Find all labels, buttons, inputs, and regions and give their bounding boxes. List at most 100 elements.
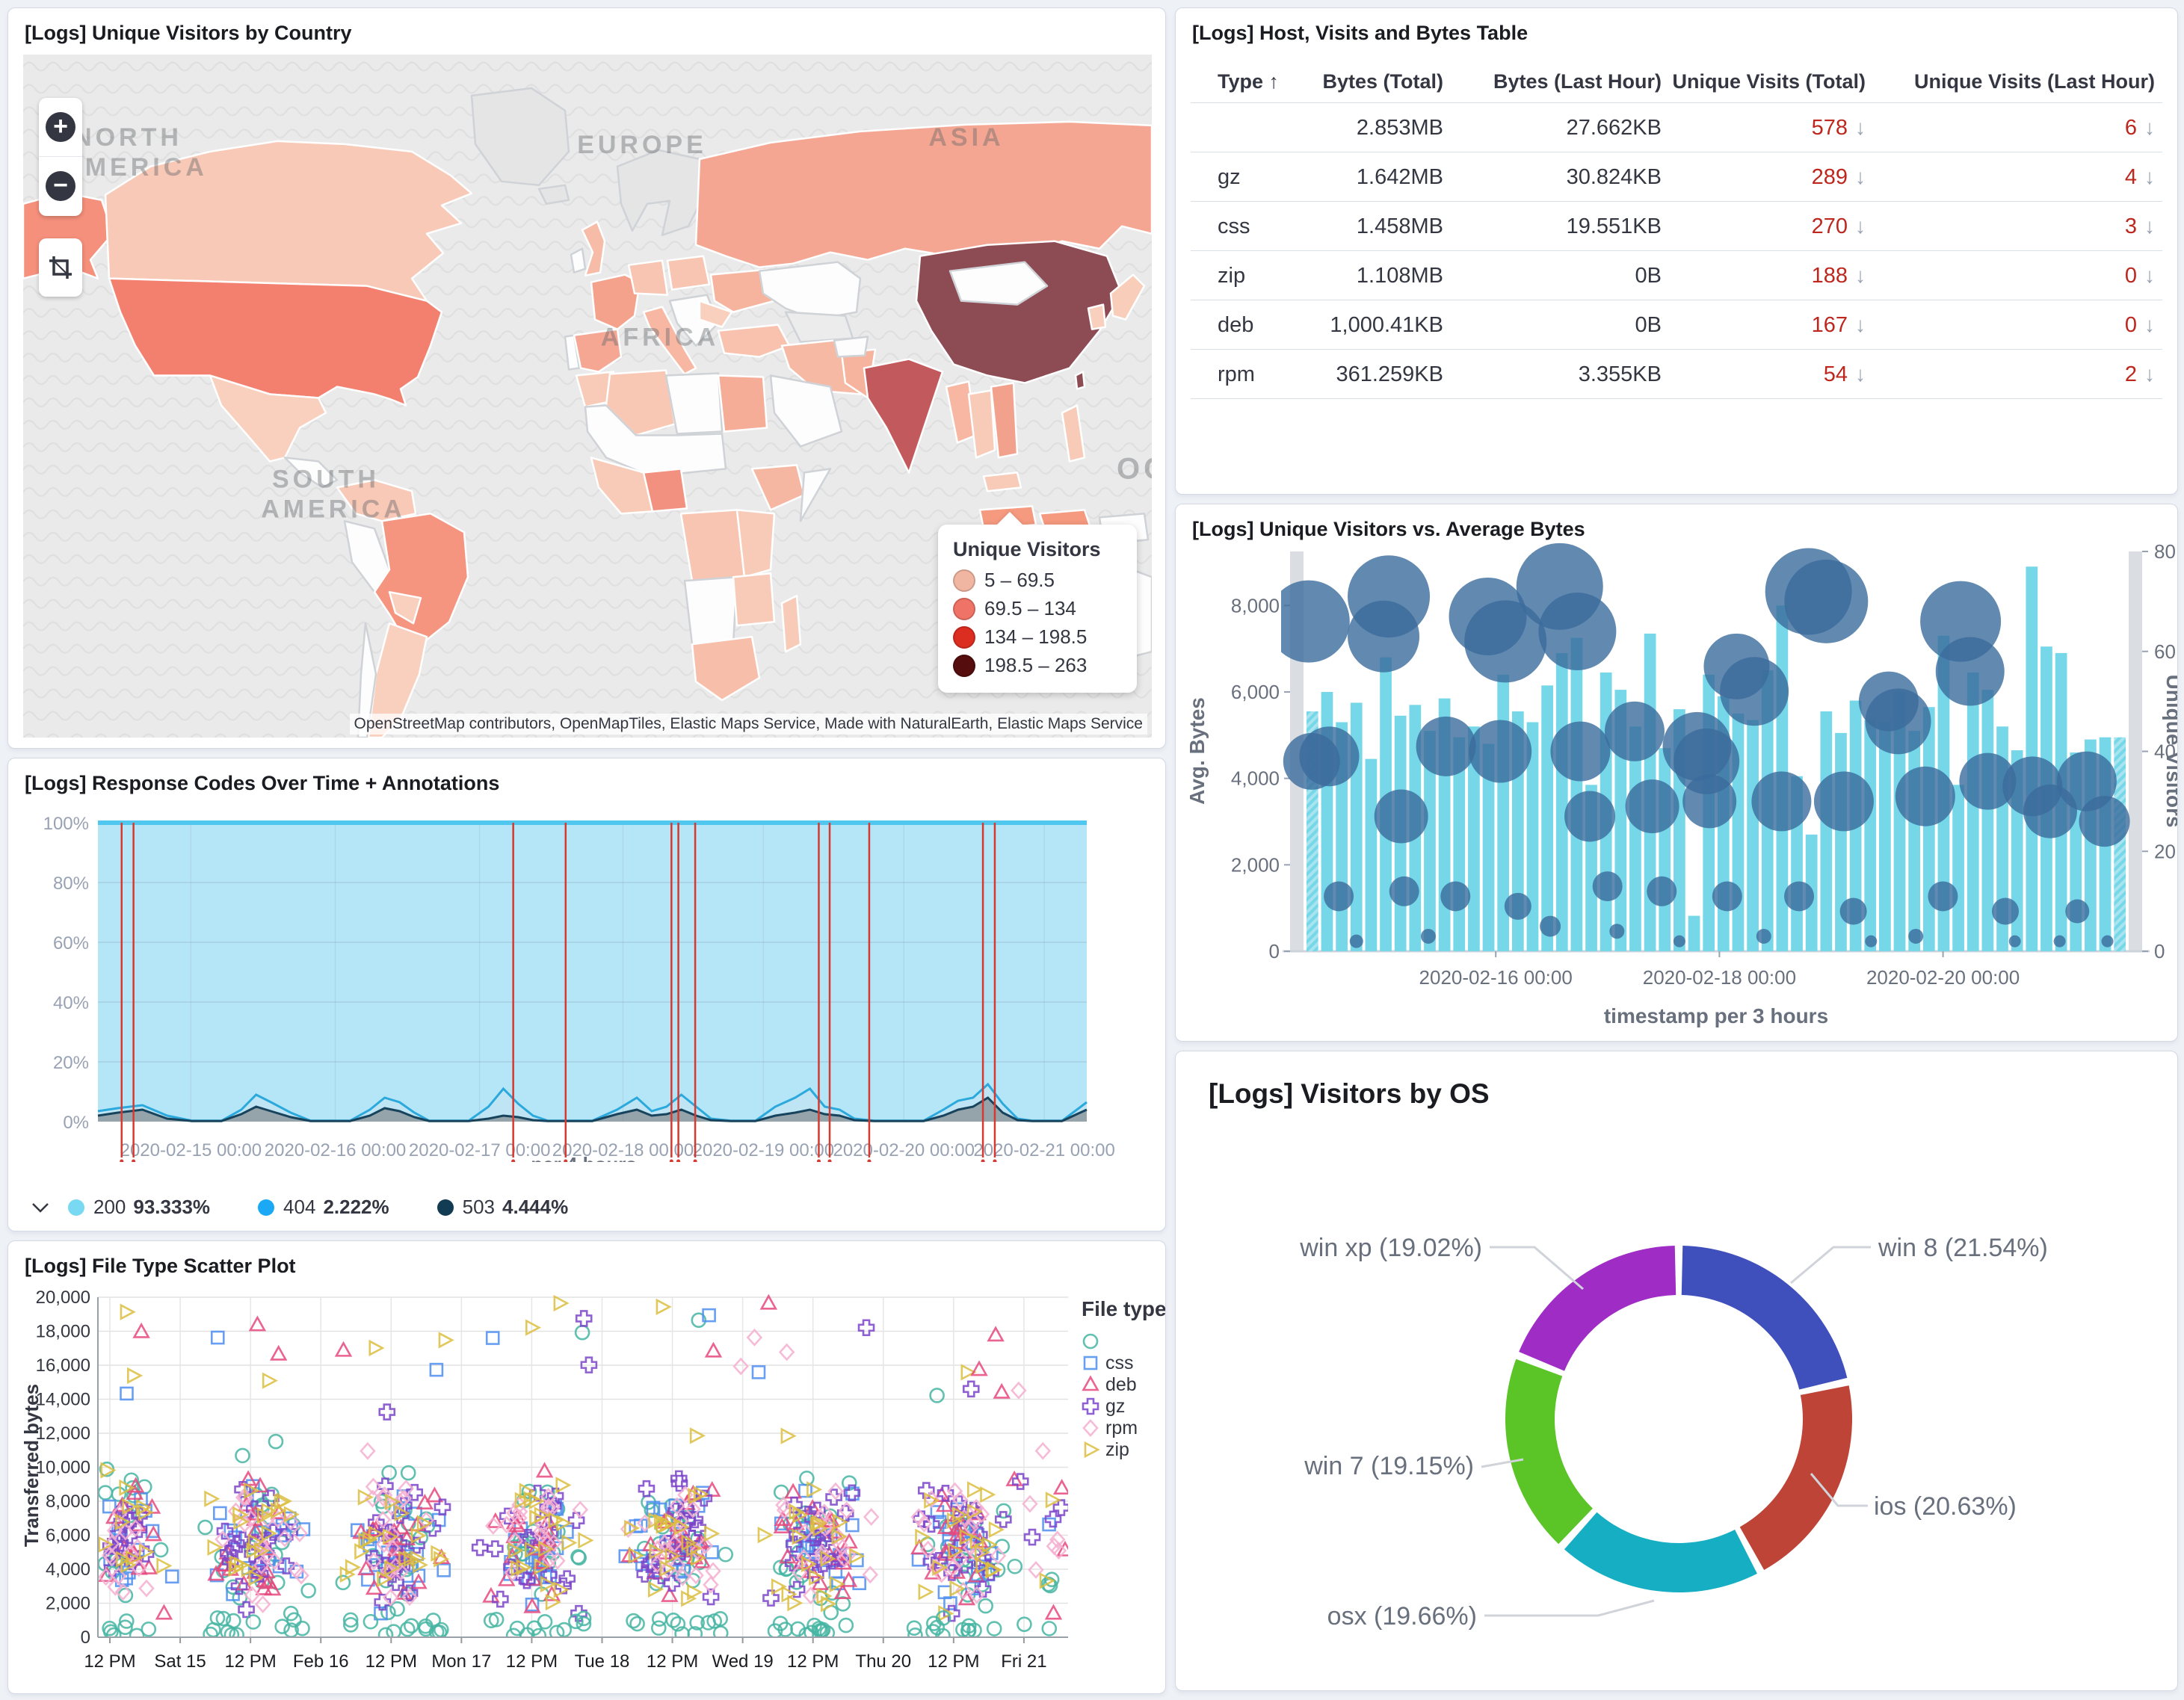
column-header-type[interactable]: Type ↑ (1218, 70, 1280, 93)
country-brazil[interactable] (373, 513, 469, 653)
country-sahel[interactable] (584, 404, 727, 477)
unique-visitors-bubbles[interactable] (1268, 543, 2130, 948)
bubble[interactable] (1865, 935, 1878, 948)
bar[interactable] (1570, 637, 1583, 951)
bubble[interactable] (2101, 935, 2114, 948)
panel-title[interactable]: [Logs] Visitors by OS (1209, 1078, 1490, 1109)
bar[interactable] (1922, 707, 1935, 951)
column-header-unique-visits-total-[interactable]: Unique Visits (Total) (1672, 70, 1866, 93)
country-spain[interactable] (573, 328, 623, 373)
bubble[interactable] (1440, 881, 1471, 912)
visitors-vs-bytes-chart[interactable]: 0 2,000 4,000 6,000 8,000 0 20 40 60 80 2020-02-16… (1176, 504, 2177, 1041)
country-mongolia[interactable] (948, 261, 1049, 306)
legend-item-200[interactable]: 200 93.333% (68, 1196, 210, 1219)
country-libya[interactable] (664, 372, 724, 435)
donut-label-ios[interactable]: ios (20.63%) (1874, 1492, 2017, 1521)
country-usa[interactable] (108, 277, 443, 407)
country-philippines[interactable] (1061, 404, 1086, 463)
bar[interactable] (1468, 726, 1480, 951)
country-india[interactable] (863, 358, 944, 474)
annotation-marker-icon[interactable] (860, 1159, 879, 1162)
legend-item-503[interactable]: 503 4.444% (437, 1196, 568, 1219)
bubble[interactable] (1540, 915, 1561, 937)
file-type-scatter-chart[interactable]: 0 2,000 4,000 6,000 8,000 10,000 12,000 14,000 1… (8, 1241, 1165, 1693)
area-404[interactable] (98, 1084, 1087, 1122)
country-portugal[interactable] (564, 334, 581, 371)
donut-label-osx[interactable]: osx (19.66%) (1327, 1602, 1477, 1631)
bubble[interactable] (1389, 876, 1419, 906)
bar[interactable] (1688, 915, 1700, 951)
bar[interactable] (1541, 685, 1553, 951)
bubble[interactable] (1712, 881, 1742, 912)
country-taiwan[interactable] (1074, 371, 1086, 390)
filetype-legend-item-gz[interactable]: gz (1082, 1396, 1125, 1417)
country-ireland[interactable] (570, 247, 587, 273)
visitors-by-os-chart[interactable]: win 8 (21.54%) ios (20.63%) osx (19.66%) wi… (1176, 1051, 2177, 1690)
filetype-legend-item-blank[interactable] (1082, 1333, 1099, 1350)
bar[interactable] (1659, 748, 1671, 951)
country-russia[interactable] (694, 120, 1152, 268)
bar[interactable] (1864, 720, 1877, 951)
bubble[interactable] (1959, 752, 2017, 810)
panel-title[interactable]: [Logs] Unique Visitors by Country (25, 22, 352, 44)
country-dr-congo[interactable] (679, 509, 746, 582)
bar[interactable] (1424, 731, 1436, 951)
bubble[interactable] (2053, 935, 2066, 948)
bubble[interactable] (1609, 924, 1625, 939)
country-germany[interactable] (627, 259, 669, 296)
bubble[interactable] (1420, 928, 1436, 944)
chevron-down-icon[interactable] (31, 1201, 50, 1214)
bubble[interactable] (1647, 876, 1677, 906)
country-greenland[interactable] (470, 87, 570, 187)
slice-win-7[interactable] (1505, 1359, 1593, 1545)
bubble[interactable] (1992, 897, 2020, 925)
donut-slices[interactable] (1505, 1246, 1852, 1592)
response-codes-chart[interactable]: 0%20%40%60%80%100%2020-02-15 00:00 2020-0… (8, 758, 1165, 1162)
bar[interactable] (1981, 690, 1994, 951)
country-angola-namibia[interactable] (683, 575, 738, 646)
country-nigeria[interactable] (642, 468, 688, 513)
bubble[interactable] (1720, 657, 1789, 726)
bubble[interactable] (1374, 789, 1428, 844)
bubble[interactable] (1682, 774, 1737, 829)
country-mexico[interactable] (209, 374, 327, 463)
donut-label-win-7[interactable]: win 7 (19.15%) (1304, 1452, 1474, 1480)
map-bounds-filter-button[interactable] (39, 238, 82, 297)
donut-label-win-xp[interactable]: win xp (19.02%) (1299, 1234, 1482, 1262)
bubble[interactable] (1895, 766, 1955, 826)
country-egypt[interactable] (717, 374, 768, 433)
filetype-legend-item-deb[interactable]: deb (1082, 1374, 1137, 1395)
column-header-bytes-total-[interactable]: Bytes (Total) (1322, 70, 1443, 93)
country-malaysia[interactable] (982, 472, 1022, 492)
country-thailand[interactable] (967, 389, 996, 459)
bar[interactable] (1908, 731, 1921, 951)
bar[interactable] (2114, 737, 2126, 951)
filetype-legend-item-css[interactable]: css (1083, 1353, 1134, 1373)
annotation-marker-icon[interactable] (685, 1159, 705, 1162)
filetype-legend-item-rpm[interactable]: rpm (1082, 1418, 1138, 1438)
bar[interactable] (1966, 672, 1979, 951)
bubble[interactable] (2079, 796, 2130, 847)
country-afghanistan[interactable] (833, 336, 869, 358)
bubble[interactable] (1784, 881, 1815, 912)
annotation-marker-icon[interactable] (973, 1159, 993, 1162)
panel-title[interactable]: [Logs] File Type Scatter Plot (25, 1255, 296, 1277)
zoom-in-button[interactable]: + (39, 98, 82, 156)
bubble[interactable] (1673, 935, 1685, 948)
bar[interactable] (1747, 720, 1759, 951)
scatter-points[interactable] (99, 1293, 1073, 1642)
country-italy[interactable] (642, 306, 697, 375)
bubble[interactable] (1564, 791, 1616, 842)
annotations[interactable] (112, 823, 1005, 1162)
filetype-legend-item-zip[interactable]: zip (1084, 1439, 1129, 1460)
slice-ios[interactable] (1739, 1385, 1852, 1570)
annotation-marker-icon[interactable] (112, 1159, 132, 1162)
bar[interactable] (1879, 722, 1891, 951)
column-header-unique-visits-last-hour-[interactable]: Unique Visits (Last Hour) (1913, 70, 2155, 93)
bar[interactable] (1893, 691, 1906, 951)
area-200[interactable] (98, 823, 1087, 1121)
country-bolivia[interactable] (388, 590, 422, 625)
world-map[interactable]: NORTH AMERICA SOUTH AMERICA EUROPE AFRICA ASIA… (23, 55, 1152, 738)
bubble[interactable] (1604, 701, 1665, 761)
zoom-out-button[interactable]: − (39, 156, 82, 215)
